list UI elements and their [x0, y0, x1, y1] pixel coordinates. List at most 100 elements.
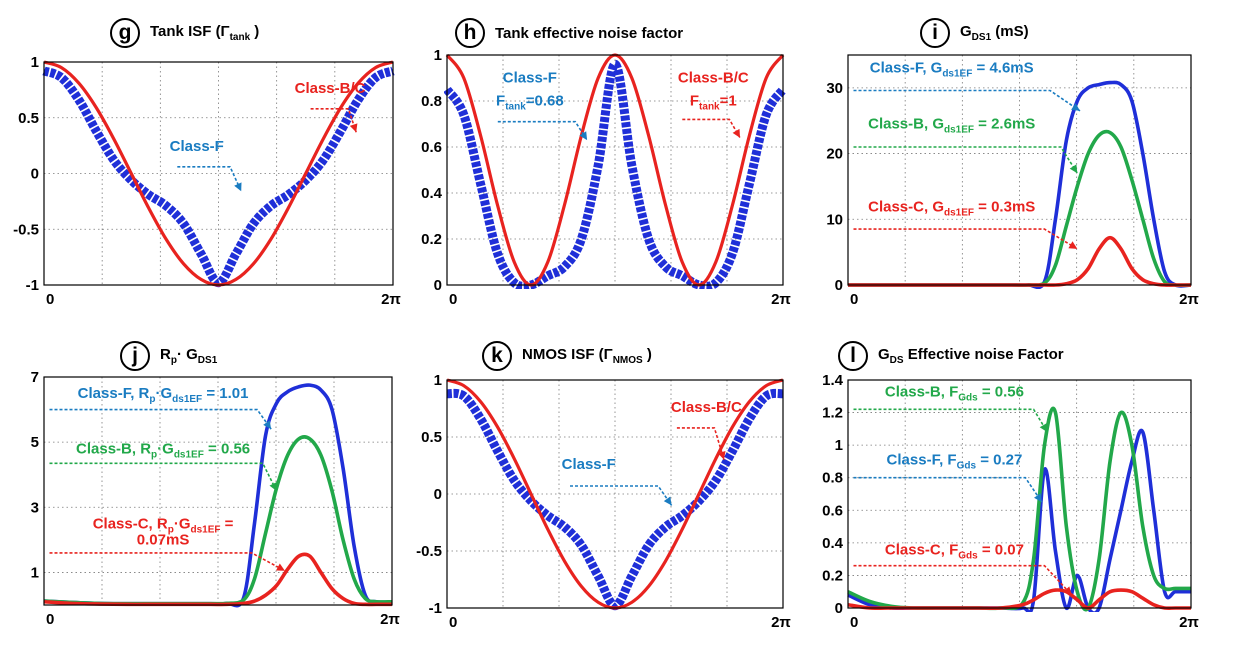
y-tick-label: 1.2 [822, 405, 843, 422]
panel-letter-l: l [838, 341, 868, 371]
annotation-text: = 0.27 [976, 452, 1022, 469]
annotation-label: Class-F, Gds1EF = 4.6mS [870, 60, 1034, 80]
annotation-text: = 4.6mS [972, 60, 1033, 77]
data-point [1142, 526, 1143, 527]
data-point [480, 401, 481, 402]
data-point [61, 67, 62, 68]
data-point [547, 261, 548, 262]
data-point [309, 385, 310, 386]
data-point [331, 490, 332, 491]
data-point [113, 160, 114, 161]
data-point [1164, 591, 1165, 592]
annotation-label: Class-B, Gds1EF = 2.6mS [868, 116, 1035, 136]
annotation-arrowhead [276, 563, 285, 571]
y-tick-label: 0 [835, 277, 843, 294]
series-group [847, 80, 1192, 289]
data-point [298, 556, 299, 557]
annotation-leader-line [570, 485, 673, 506]
data-point [1153, 575, 1154, 576]
grid-lines [44, 62, 393, 285]
annotation-label: Class-F [170, 138, 224, 155]
data-point [514, 282, 515, 283]
data-point [1099, 599, 1100, 600]
data-point [547, 515, 548, 516]
title-subscript: tank [229, 32, 251, 43]
data-point [96, 131, 97, 132]
data-point [1109, 559, 1110, 560]
y-tick-label: 0 [31, 166, 39, 183]
data-point [276, 402, 277, 403]
x-tick-label: 2π [380, 611, 400, 628]
data-point [1142, 598, 1143, 599]
data-point [243, 603, 244, 604]
data-point [298, 438, 299, 439]
data-point [869, 601, 870, 602]
data-point [665, 561, 666, 562]
annotation-arrowhead [269, 482, 277, 491]
data-point [480, 135, 481, 136]
annotation-label: Ftank=1 [690, 93, 737, 113]
data-point [376, 601, 377, 602]
annotation-text: = 0.56 [978, 383, 1024, 400]
annotation-subscript: ds1EF [944, 125, 974, 136]
axes-frame [43, 376, 393, 606]
panel-title-text: Tank effective noise factor [495, 25, 683, 42]
data-point [463, 114, 464, 115]
annotation-text: F [496, 93, 505, 110]
annotation-text: Class-B/C [295, 80, 366, 97]
data-point [265, 595, 266, 596]
data-point [564, 526, 565, 527]
data-point [1153, 510, 1154, 511]
series-line-class-f [446, 388, 784, 611]
data-point [298, 386, 299, 387]
annotation-arrowhead [1063, 586, 1072, 595]
data-point [1120, 84, 1121, 85]
x-tick-label: 0 [449, 291, 457, 308]
data-point [631, 575, 632, 576]
grid-lines [848, 55, 1191, 285]
grid-lines [44, 377, 392, 605]
y-tick-label: 10 [826, 211, 843, 228]
data-point [148, 194, 149, 195]
annotation-text: Class-B, F [885, 383, 958, 400]
series-group [444, 53, 786, 289]
series-line-class-c [43, 552, 392, 607]
data-point [1099, 135, 1100, 136]
data-point [665, 266, 666, 267]
annotation-text: Class-B/C [678, 70, 749, 87]
plot-k: 1 0.5 0 -0.5 -1 0 2π Class-B/C Class-F [416, 372, 791, 631]
data-point [1033, 599, 1034, 600]
data-point [1077, 575, 1078, 576]
data-point [749, 418, 750, 419]
annotation-subscript: p [151, 450, 157, 461]
x-tick-label: 0 [850, 614, 858, 631]
data-point [614, 605, 615, 606]
y-tick-label: 1 [31, 564, 39, 581]
data-point [235, 279, 236, 280]
data-point [547, 275, 548, 276]
data-point [358, 99, 359, 100]
x-tick-label: 0 [46, 611, 54, 628]
y-tick-label: 0.8 [822, 470, 843, 487]
data-point [166, 239, 167, 240]
data-point [243, 600, 244, 601]
series-line-class-f [42, 66, 395, 288]
y-tick-label: 0.5 [18, 110, 39, 127]
data-point [564, 561, 565, 562]
data-point [331, 588, 332, 589]
data-point [749, 135, 750, 136]
annotation-arrowhead [579, 131, 588, 141]
annotation-leader-line [497, 120, 588, 141]
data-point [682, 275, 683, 276]
y-tick-label: 1 [434, 47, 442, 64]
panel-letter-g: g [110, 18, 140, 48]
data-point [463, 385, 464, 386]
data-point [375, 67, 376, 68]
panel-title-i: i GDS1 (mS) [920, 18, 1029, 48]
data-point [200, 279, 201, 280]
data-point [1066, 526, 1067, 527]
data-point [1088, 87, 1089, 88]
panel-title-text: Tank ISF (Γtank ) [150, 23, 259, 43]
data-point [265, 435, 266, 436]
